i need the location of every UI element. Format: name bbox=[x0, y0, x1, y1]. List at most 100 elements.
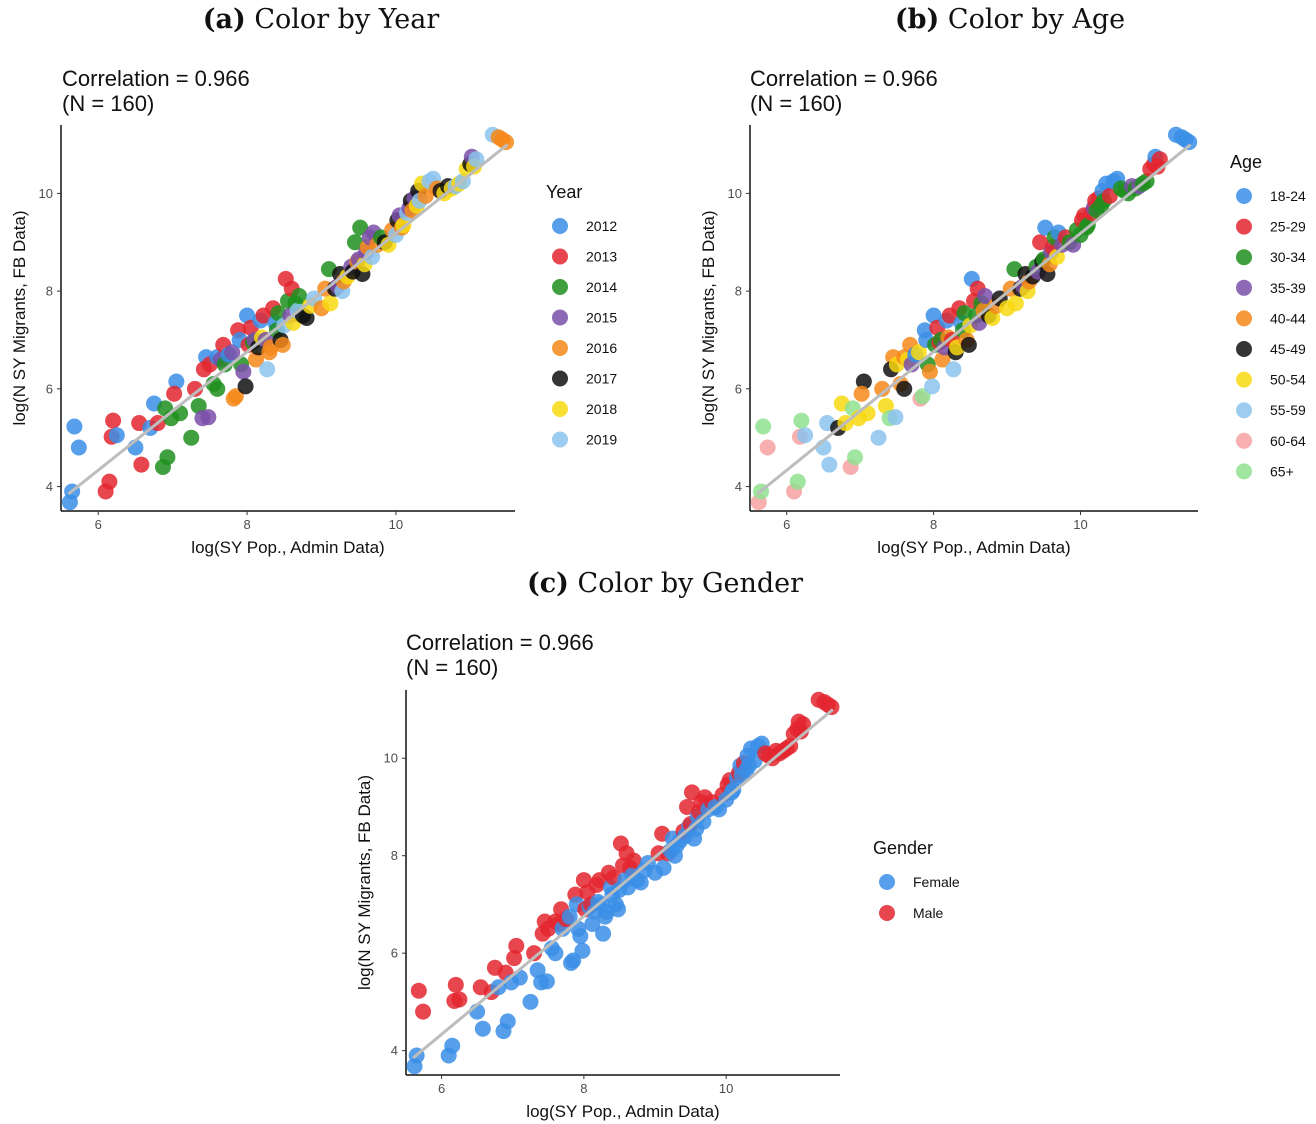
caption-correlation: Correlation = 0.966 bbox=[750, 66, 938, 91]
data-point bbox=[474, 1020, 491, 1037]
legend-label: 50-54 bbox=[1270, 372, 1306, 388]
data-point bbox=[925, 307, 942, 324]
y-tick-label: 10 bbox=[39, 186, 53, 201]
y-axis-title: log(N SY Migrants, FB Data) bbox=[699, 210, 718, 425]
data-point bbox=[853, 385, 870, 402]
legend-swatch bbox=[879, 874, 895, 890]
data-point bbox=[847, 449, 864, 466]
data-point bbox=[159, 449, 176, 466]
data-point bbox=[190, 397, 207, 414]
data-point bbox=[795, 716, 812, 733]
data-point bbox=[209, 380, 226, 397]
legend-swatch bbox=[1236, 310, 1252, 327]
data-point bbox=[468, 151, 485, 168]
data-point bbox=[632, 874, 649, 891]
fit-line bbox=[412, 708, 834, 1060]
data-point bbox=[574, 942, 591, 959]
data-point bbox=[259, 361, 276, 378]
legend-swatch bbox=[1236, 279, 1252, 296]
data-point bbox=[1151, 151, 1168, 168]
legend-label: 60-64 bbox=[1270, 433, 1306, 449]
data-point bbox=[789, 473, 806, 490]
legend-label: 18-24 bbox=[1270, 188, 1306, 204]
legend-label: 45-49 bbox=[1270, 341, 1306, 357]
data-point bbox=[239, 307, 256, 324]
data-point bbox=[522, 993, 539, 1010]
legend-swatch bbox=[1236, 371, 1252, 388]
x-tick-label: 6 bbox=[95, 517, 102, 532]
legend-label: 30-34 bbox=[1270, 249, 1306, 265]
data-point bbox=[874, 380, 891, 397]
legend-label: 55-59 bbox=[1270, 402, 1306, 418]
legend-label: 35-39 bbox=[1270, 280, 1306, 296]
data-point bbox=[352, 219, 369, 236]
x-axis-title: log(SY Pop., Admin Data) bbox=[191, 538, 384, 557]
legend-label: 2012 bbox=[586, 218, 617, 234]
data-point bbox=[977, 288, 994, 305]
data-point bbox=[101, 473, 118, 490]
data-point bbox=[575, 872, 592, 889]
y-tick-label: 6 bbox=[391, 946, 398, 961]
data-point bbox=[887, 409, 904, 426]
data-point bbox=[855, 373, 872, 390]
x-axis-title: log(SY Pop., Admin Data) bbox=[526, 1102, 719, 1121]
data-point bbox=[506, 950, 523, 967]
y-tick-label: 6 bbox=[735, 381, 742, 396]
data-point bbox=[1181, 134, 1198, 151]
panel-b-title-text: Color by Age bbox=[947, 4, 1126, 35]
panel-gender: Correlation = 0.966(N = 160)6 8 1046810log… bbox=[355, 630, 960, 1121]
panel-c-title-text: Color by Gender bbox=[577, 568, 804, 599]
data-point bbox=[759, 439, 776, 456]
data-point bbox=[960, 336, 977, 353]
y-tick-label: 8 bbox=[735, 284, 742, 299]
data-point bbox=[529, 962, 546, 979]
data-point bbox=[610, 901, 627, 918]
data-point bbox=[346, 234, 363, 251]
caption-correlation: Correlation = 0.966 bbox=[406, 630, 594, 655]
fit-line bbox=[756, 143, 1192, 496]
legend-label: 2013 bbox=[586, 249, 617, 265]
legend-swatch bbox=[552, 340, 568, 356]
data-point bbox=[921, 363, 938, 380]
x-axis-title: log(SY Pop., Admin Data) bbox=[877, 538, 1070, 557]
legend-swatch bbox=[1236, 249, 1252, 266]
data-point bbox=[793, 412, 810, 429]
data-point bbox=[538, 973, 555, 990]
data-point bbox=[237, 378, 254, 395]
data-point bbox=[595, 925, 612, 942]
caption-n: (N = 160) bbox=[62, 91, 154, 116]
data-point bbox=[183, 429, 200, 446]
panel-b-label: (b) bbox=[894, 4, 940, 35]
legend-title: Gender bbox=[873, 838, 933, 858]
data-point bbox=[797, 427, 814, 444]
x-tick-label: 8 bbox=[930, 517, 937, 532]
data-point bbox=[415, 1003, 432, 1020]
caption-correlation: Correlation = 0.966 bbox=[62, 66, 250, 91]
caption-n: (N = 160) bbox=[406, 655, 498, 680]
panel-age: Correlation = 0.966(N = 160)6 8 1046810log… bbox=[699, 66, 1306, 557]
data-point bbox=[70, 439, 87, 456]
data-point bbox=[945, 361, 962, 378]
x-tick-label: 10 bbox=[719, 1081, 733, 1096]
legend-swatch bbox=[552, 309, 568, 326]
legend-label: 65+ bbox=[1270, 463, 1294, 479]
legend-title: Year bbox=[546, 182, 582, 202]
y-axis-title: log(N SY Migrants, FB Data) bbox=[355, 775, 374, 990]
data-point bbox=[572, 928, 589, 945]
legend-swatch bbox=[1236, 188, 1252, 204]
legend-swatch bbox=[1236, 218, 1252, 235]
y-tick-label: 4 bbox=[46, 479, 53, 494]
legend-label: 2016 bbox=[586, 340, 617, 356]
x-tick-label: 8 bbox=[580, 1081, 587, 1096]
x-tick-label: 10 bbox=[389, 517, 403, 532]
legend-swatch bbox=[1236, 432, 1252, 449]
legend-label: Female bbox=[913, 874, 960, 890]
data-point bbox=[274, 336, 291, 353]
y-tick-label: 8 bbox=[46, 284, 53, 299]
legend-swatch bbox=[552, 279, 568, 295]
data-point bbox=[870, 429, 887, 446]
legend-label: 2015 bbox=[586, 310, 617, 326]
data-point bbox=[924, 378, 941, 395]
y-tick-label: 10 bbox=[728, 186, 742, 201]
